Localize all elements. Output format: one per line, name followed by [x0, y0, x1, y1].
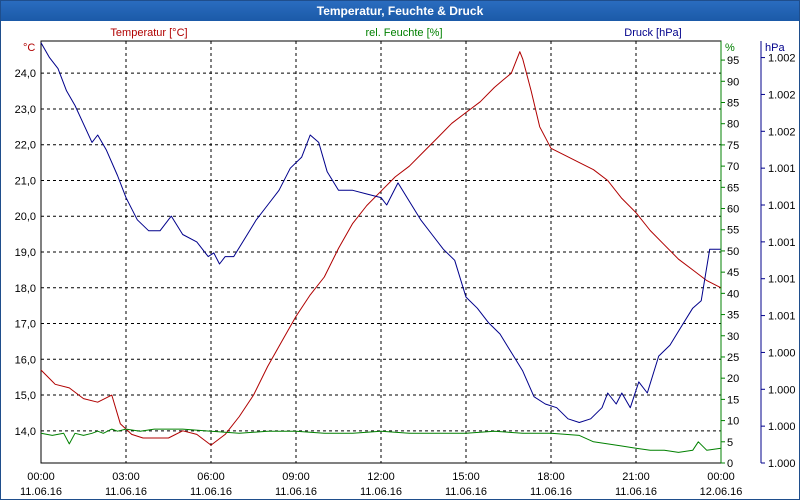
pressure-tick-label: 1.002 — [768, 89, 796, 101]
x-tick-date: 11.06.16 — [20, 486, 62, 498]
pressure-tick-label: 1.000 — [768, 347, 796, 359]
temperature-tick-label: 23,0 — [15, 104, 36, 116]
temperature-tick-label: 16,0 — [15, 354, 36, 366]
temperature-tick-label: 24,0 — [15, 68, 36, 80]
pressure-tick-label: 1.001 — [768, 311, 796, 323]
series-line-pressure — [40, 42, 721, 423]
humidity-tick-label: 70 — [727, 161, 739, 173]
x-tick-date: 12.06.16 — [700, 486, 743, 498]
series-line-humidity — [40, 428, 722, 453]
x-tick-time: 03:00 — [112, 471, 140, 483]
x-tick-time: 15:00 — [452, 471, 480, 483]
humidity-tick-label: 90 — [727, 76, 739, 88]
humidity-tick-label: 25 — [727, 352, 739, 364]
humidity-tick-label: 75 — [727, 140, 739, 152]
pressure-tick-label: 1.001 — [768, 274, 796, 286]
pressure-tick-label: 1.002 — [768, 126, 796, 138]
temperature-tick-label: 20,0 — [15, 211, 36, 223]
humidity-tick-label: 20 — [727, 373, 739, 385]
pressure-tick-label: 1.001 — [768, 200, 796, 212]
x-tick-date: 11.06.16 — [530, 486, 572, 498]
series-layer — [40, 42, 722, 453]
pressure-tick-label: 1.002 — [768, 53, 796, 65]
temperature-tick-label: 18,0 — [15, 283, 36, 295]
x-tick-date: 11.06.16 — [105, 486, 147, 498]
humidity-tick-label: 50 — [727, 246, 739, 258]
humidity-tick-label: 60 — [727, 204, 739, 216]
temperature-tick-label: 17,0 — [15, 319, 36, 331]
series-line-temperature — [40, 51, 722, 446]
humidity-tick-label: 35 — [727, 310, 739, 322]
humidity-tick-label: 0 — [727, 458, 733, 470]
grid — [40, 40, 722, 464]
pressure-tick-label: 1.000 — [768, 458, 796, 470]
pressure-axis-title: Druck [hPa] — [624, 27, 681, 39]
humidity-axis-title: rel. Feuchte [%] — [365, 27, 442, 39]
humidity-tick-label: 10 — [727, 416, 739, 428]
pressure-unit: hPa — [765, 42, 785, 54]
chart-svg: 00:00 11.06.16 03:00 11.06.16 06:00 11.06.16 0… — [15, 27, 796, 498]
humidity-tick-label: 40 — [727, 288, 739, 300]
temperature-tick-label: 14,0 — [15, 426, 36, 438]
humidity-tick-label: 5 — [727, 437, 733, 449]
temperature-unit: °C — [23, 42, 35, 54]
x-tick-date: 11.06.16 — [275, 486, 317, 498]
labels: 00:00 11.06.16 03:00 11.06.16 06:00 11.06.16 0… — [15, 27, 796, 498]
temperature-tick-label: 22,0 — [15, 140, 36, 152]
humidity-tick-label: 55 — [727, 225, 739, 237]
humidity-tick-label: 85 — [727, 97, 739, 109]
humidity-tick-label: 65 — [727, 182, 739, 194]
temperature-tick-label: 15,0 — [15, 390, 36, 402]
x-tick-time: 12:00 — [367, 471, 395, 483]
humidity-tick-label: 45 — [727, 267, 739, 279]
pressure-tick-label: 1.000 — [768, 384, 796, 396]
temperature-tick-label: 19,0 — [15, 247, 36, 259]
pressure-tick-label: 1.001 — [768, 163, 796, 175]
window-title: Temperatur, Feuchte & Druck — [1, 1, 799, 21]
temperature-axis-title: Temperatur [°C] — [110, 27, 187, 39]
pressure-tick-label: 1.000 — [768, 421, 796, 433]
axes — [720, 41, 765, 464]
x-tick-time: 00:00 — [707, 471, 735, 483]
x-tick-time: 06:00 — [197, 471, 225, 483]
x-tick-date: 11.06.16 — [615, 486, 657, 498]
x-tick-time: 00:00 — [27, 471, 55, 483]
humidity-tick-label: 80 — [727, 119, 739, 131]
humidity-unit: % — [725, 42, 735, 54]
x-tick-date: 11.06.16 — [190, 486, 232, 498]
x-tick-date: 11.06.16 — [445, 486, 487, 498]
humidity-tick-label: 30 — [727, 331, 739, 343]
pressure-tick-label: 1.001 — [768, 237, 796, 249]
x-tick-time: 18:00 — [537, 471, 565, 483]
x-tick-date: 11.06.16 — [360, 486, 402, 498]
humidity-tick-label: 95 — [727, 55, 739, 67]
x-tick-time: 09:00 — [282, 471, 310, 483]
humidity-tick-label: 15 — [727, 394, 739, 406]
x-tick-time: 21:00 — [622, 471, 650, 483]
temperature-tick-label: 21,0 — [15, 175, 36, 187]
